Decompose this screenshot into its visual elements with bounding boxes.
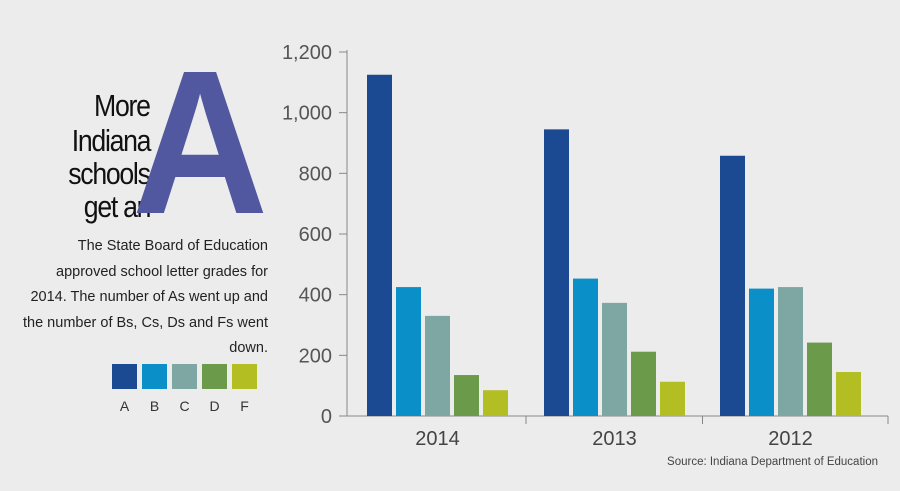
y-tick-label: 1,200 (282, 42, 332, 64)
legend-item-A: A (112, 364, 140, 414)
chart-description: The State Board of Education approved sc… (23, 238, 268, 356)
y-tick-label: 200 (299, 345, 332, 367)
legend-swatch (112, 364, 137, 389)
bar-2013-A (544, 129, 569, 416)
headline-line-2: Indiana (71, 123, 152, 158)
y-tick-label: 400 (299, 285, 332, 307)
legend-label: B (149, 398, 160, 414)
legend-swatch (232, 364, 257, 389)
bar-2012-C (778, 287, 803, 416)
legend-label: F (240, 398, 249, 414)
headline: More Indiana schools get an A (0, 0, 270, 245)
headline-line-3: schools (68, 156, 152, 191)
bar-2013-B (573, 278, 598, 416)
bar-2012-B (749, 288, 774, 416)
legend-label: D (209, 398, 220, 414)
x-tick-label: 2013 (592, 428, 637, 450)
legend-item-F: F (232, 364, 260, 414)
bar-2013-C (602, 302, 627, 416)
headline-big-letter: A (132, 28, 269, 257)
bar-2013-D (631, 351, 656, 416)
x-tick-label: 2014 (415, 428, 460, 450)
headline-line-4: get an (83, 189, 152, 224)
headline-line-1: More (94, 88, 151, 123)
legend-label: C (179, 398, 190, 414)
bar-2012-D (807, 342, 832, 416)
x-tick-label: 2012 (768, 428, 813, 450)
bar-2014-B (396, 287, 421, 416)
legend-swatch (142, 364, 167, 389)
legend-swatch (172, 364, 197, 389)
y-tick-label: 1,000 (282, 103, 332, 125)
y-tick-label: 600 (299, 224, 332, 246)
bar-2014-D (454, 375, 479, 416)
y-tick-label: 0 (321, 406, 332, 428)
bar-2014-F (483, 390, 508, 416)
bar-2012-F (836, 372, 861, 416)
bar-2013-F (660, 381, 685, 416)
legend-label: A (119, 398, 130, 414)
source-note: Source: Indiana Department of Education (667, 456, 878, 468)
legend-item-D: D (202, 364, 230, 414)
bar-2014-A (367, 74, 392, 416)
y-tick-label: 800 (299, 163, 332, 185)
legend-item-B: B (142, 364, 170, 414)
bar-2014-C (425, 315, 450, 416)
bar-2012-A (720, 155, 745, 417)
legend-swatch (202, 364, 227, 389)
legend-item-C: C (172, 364, 200, 414)
